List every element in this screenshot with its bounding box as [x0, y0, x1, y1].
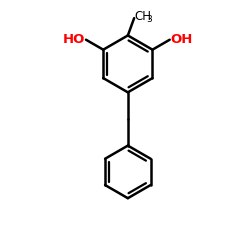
Text: CH: CH [135, 10, 152, 24]
Text: OH: OH [171, 32, 193, 46]
Text: 3: 3 [146, 15, 152, 24]
Text: HO: HO [62, 32, 85, 46]
